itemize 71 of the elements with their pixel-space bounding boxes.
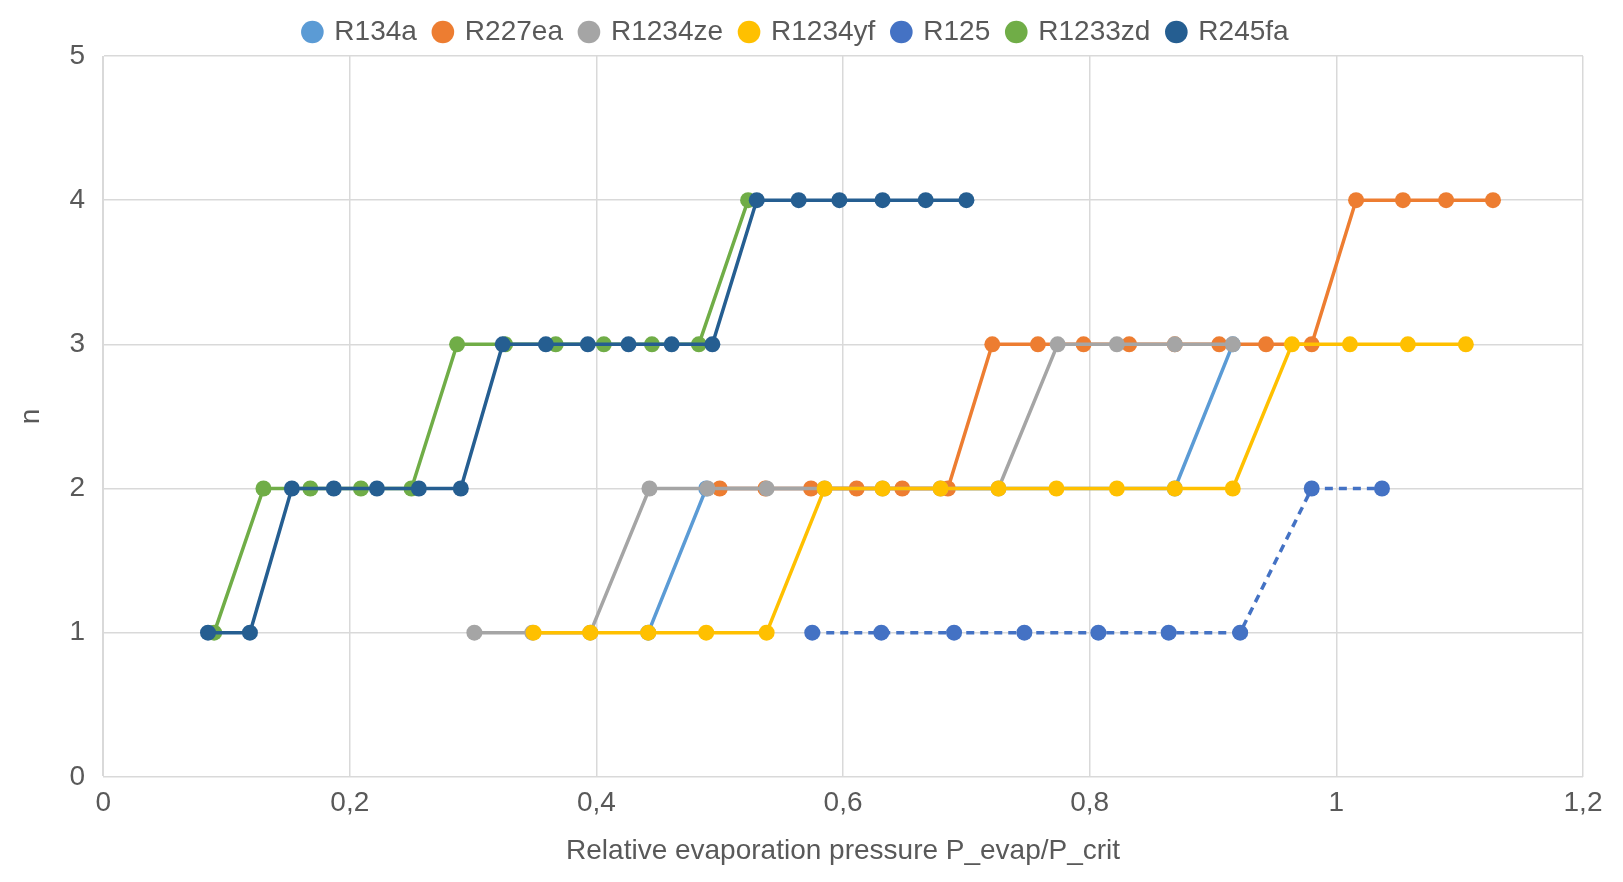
point	[620, 336, 637, 353]
legend-label: R245fa	[1198, 14, 1290, 46]
point	[283, 480, 300, 497]
point	[199, 624, 216, 641]
x-tick-label: 0,6	[823, 786, 863, 818]
point	[1016, 624, 1033, 641]
point	[748, 192, 765, 209]
x-tick-label: 0	[95, 786, 111, 818]
point	[641, 480, 658, 497]
point	[831, 192, 848, 209]
point	[1160, 624, 1177, 641]
y-axis-title: n	[13, 408, 45, 425]
x-tick-label: 0,4	[576, 786, 616, 818]
y-tick-label: 3	[69, 327, 86, 359]
point	[790, 192, 807, 209]
point	[466, 624, 483, 641]
point	[255, 480, 272, 497]
point	[1394, 192, 1411, 209]
point	[579, 336, 596, 353]
point	[1108, 336, 1125, 353]
point	[1258, 336, 1275, 353]
y-tick-label: 0	[69, 759, 86, 791]
legend-label: R1234yf	[771, 14, 876, 46]
point	[1399, 336, 1416, 353]
point	[873, 624, 890, 641]
point	[1373, 480, 1390, 497]
point	[1049, 336, 1066, 353]
point	[452, 480, 469, 497]
legend-label: R1233zd	[1038, 14, 1151, 46]
y-tick-label: 1	[69, 615, 86, 647]
point	[1224, 480, 1241, 497]
point	[1283, 336, 1300, 353]
point	[1090, 624, 1107, 641]
point	[1457, 336, 1474, 353]
y-tick-label: 2	[69, 471, 86, 503]
point	[984, 336, 1001, 353]
point	[1341, 336, 1358, 353]
x-tick-label: 1	[1328, 786, 1345, 818]
legend-label: R125	[923, 14, 991, 46]
point	[704, 336, 721, 353]
x-axis-title: Relative evaporation pressure P_evap/P_crit	[566, 833, 1121, 865]
point	[663, 336, 680, 353]
legend-label: R1234ze	[610, 14, 724, 46]
y-tick-label: 4	[69, 182, 86, 214]
point	[410, 480, 427, 497]
point	[1232, 624, 1249, 641]
point	[917, 192, 934, 209]
point	[241, 624, 258, 641]
point	[1108, 480, 1125, 497]
point	[1348, 192, 1365, 209]
point	[537, 336, 554, 353]
point	[758, 624, 775, 641]
legend-label: R134a	[334, 14, 418, 46]
point	[1029, 336, 1046, 353]
point	[958, 192, 975, 209]
point	[368, 480, 385, 497]
point	[325, 480, 342, 497]
legend-label: R227ea	[464, 14, 564, 46]
y-tick-label: 5	[69, 38, 86, 70]
x-tick-label: 0,8	[1070, 786, 1110, 818]
point	[946, 624, 963, 641]
point	[449, 336, 466, 353]
point	[1484, 192, 1501, 209]
point	[874, 192, 891, 209]
x-tick-label: 0,2	[330, 786, 370, 818]
point	[1438, 192, 1455, 209]
point	[1303, 480, 1320, 497]
point	[1048, 480, 1065, 497]
point	[698, 624, 715, 641]
x-tick-label: 1,2	[1563, 786, 1603, 818]
point	[804, 624, 821, 641]
